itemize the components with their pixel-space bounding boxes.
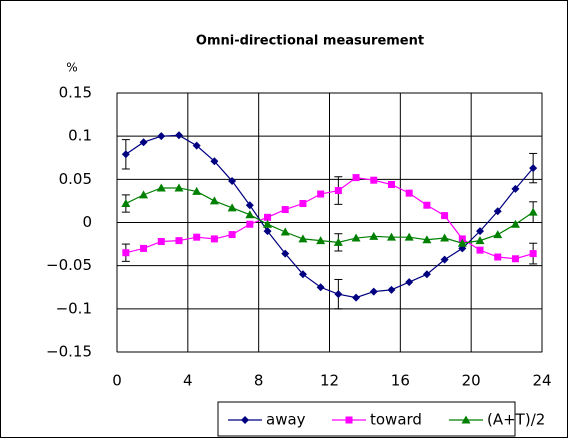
point bbox=[441, 212, 449, 220]
point bbox=[139, 190, 149, 199]
x-tick-label: 12 bbox=[320, 372, 339, 390]
point bbox=[529, 250, 537, 258]
point bbox=[494, 253, 502, 261]
point bbox=[193, 233, 201, 241]
point bbox=[121, 150, 130, 159]
point bbox=[493, 207, 502, 216]
point bbox=[493, 230, 503, 239]
point bbox=[405, 278, 414, 287]
point bbox=[246, 220, 254, 228]
point bbox=[317, 190, 325, 198]
point bbox=[298, 234, 308, 243]
point bbox=[387, 181, 395, 189]
point bbox=[476, 246, 484, 254]
point bbox=[387, 285, 396, 294]
x-tick-label: 16 bbox=[391, 372, 410, 390]
point bbox=[457, 238, 467, 247]
point bbox=[352, 174, 360, 182]
point bbox=[227, 203, 237, 212]
point bbox=[528, 207, 538, 216]
point bbox=[423, 201, 431, 209]
point bbox=[192, 186, 202, 195]
point bbox=[175, 237, 183, 245]
point bbox=[511, 255, 519, 263]
point bbox=[316, 283, 325, 292]
point bbox=[121, 199, 131, 208]
point bbox=[511, 184, 520, 193]
legend-label: toward bbox=[370, 411, 422, 429]
point bbox=[334, 290, 343, 299]
point bbox=[405, 189, 413, 197]
y-tick-label: −0.15 bbox=[46, 343, 92, 361]
point bbox=[334, 187, 342, 195]
y-tick-label: 0.1 bbox=[68, 127, 92, 145]
point bbox=[245, 210, 255, 219]
point bbox=[333, 237, 343, 246]
point bbox=[210, 235, 218, 243]
point bbox=[264, 213, 272, 221]
x-tick-label: 0 bbox=[112, 372, 122, 390]
point bbox=[510, 219, 520, 228]
point bbox=[386, 232, 396, 241]
point bbox=[369, 287, 378, 296]
point bbox=[281, 206, 289, 214]
point bbox=[210, 157, 219, 166]
y-tick-label: 0 bbox=[82, 213, 92, 231]
legend-marker bbox=[461, 415, 471, 424]
point bbox=[370, 176, 378, 184]
point bbox=[157, 132, 166, 141]
point bbox=[263, 219, 273, 228]
x-tick-label: 8 bbox=[254, 372, 264, 390]
point bbox=[174, 131, 183, 140]
point bbox=[156, 183, 166, 192]
point bbox=[192, 141, 201, 150]
point bbox=[228, 177, 237, 186]
series-line bbox=[125, 187, 534, 244]
point bbox=[122, 249, 130, 257]
y-tick-label: −0.05 bbox=[46, 256, 92, 274]
point bbox=[316, 236, 326, 245]
legend-label: away bbox=[266, 411, 306, 429]
x-tick-label: 20 bbox=[462, 372, 481, 390]
point bbox=[245, 201, 254, 210]
point bbox=[422, 270, 431, 279]
point bbox=[228, 231, 236, 239]
point bbox=[351, 233, 361, 242]
point bbox=[369, 231, 379, 240]
point bbox=[298, 270, 307, 279]
y-tick-label: −0.1 bbox=[56, 299, 92, 317]
point bbox=[475, 236, 485, 245]
point bbox=[404, 232, 414, 241]
legend-marker bbox=[345, 416, 353, 424]
point bbox=[281, 249, 290, 258]
point bbox=[174, 183, 184, 192]
point bbox=[140, 244, 148, 252]
point bbox=[422, 235, 432, 244]
point bbox=[280, 227, 290, 236]
y-axis-label: % bbox=[66, 61, 77, 75]
legend-marker bbox=[241, 416, 249, 424]
x-tick-label: 4 bbox=[183, 372, 193, 390]
legend bbox=[217, 401, 516, 437]
point bbox=[263, 227, 272, 236]
point bbox=[352, 293, 361, 302]
point bbox=[440, 233, 450, 242]
point bbox=[476, 227, 485, 236]
y-tick-label: 0.15 bbox=[59, 84, 92, 102]
point bbox=[440, 255, 449, 264]
y-tick-label: 0.05 bbox=[59, 170, 92, 188]
point bbox=[139, 138, 148, 147]
point bbox=[299, 200, 307, 208]
legend-label: (A+T)/2 bbox=[487, 411, 545, 429]
chart-title: Omni-directional measurement bbox=[196, 34, 424, 49]
point bbox=[157, 237, 165, 245]
point bbox=[209, 196, 219, 205]
point bbox=[529, 164, 538, 173]
x-tick-label: 24 bbox=[532, 372, 551, 390]
